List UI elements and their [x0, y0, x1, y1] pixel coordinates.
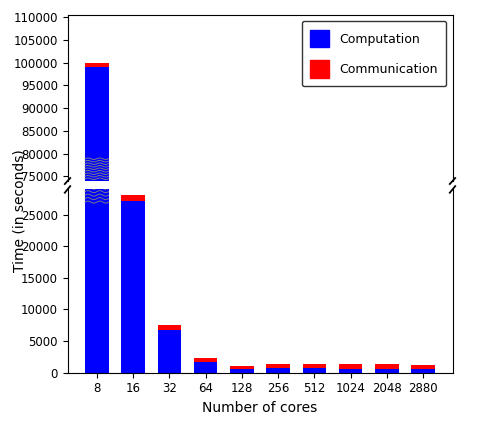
Bar	[266, 368, 290, 373]
Bar	[194, 358, 218, 362]
Bar	[266, 364, 290, 368]
Bar	[85, 0, 108, 373]
Bar	[412, 370, 435, 373]
Bar	[122, 390, 145, 394]
Bar	[375, 364, 398, 369]
Bar	[158, 325, 181, 330]
Bar	[412, 365, 435, 370]
Text: Time (in seconds): Time (in seconds)	[12, 149, 26, 272]
Legend: Computation, Communication: Computation, Communication	[302, 21, 446, 86]
Bar	[339, 364, 362, 369]
Bar	[375, 369, 398, 373]
Bar	[194, 362, 218, 373]
Bar	[85, 63, 108, 67]
Bar	[158, 330, 181, 373]
Bar	[339, 369, 362, 373]
Bar	[302, 368, 326, 373]
Bar	[230, 369, 254, 373]
Bar	[230, 366, 254, 369]
Bar	[122, 195, 145, 201]
X-axis label: Number of cores: Number of cores	[202, 401, 318, 415]
Bar	[85, 67, 108, 421]
Bar	[122, 394, 145, 421]
Bar	[302, 364, 326, 368]
Bar	[122, 201, 145, 373]
